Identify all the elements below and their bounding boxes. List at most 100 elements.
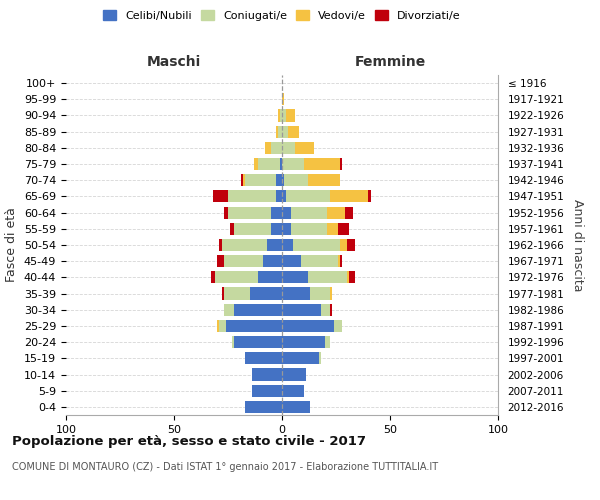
Bar [271,142,282,154]
Bar [252,384,282,397]
Bar [308,272,347,283]
Bar [282,174,284,186]
Bar [340,255,343,268]
Bar [340,158,343,170]
Bar [241,174,243,186]
Bar [252,368,282,380]
Bar [282,158,304,170]
Bar [228,206,271,218]
Bar [220,320,226,332]
Bar [267,239,282,251]
Bar [224,255,263,268]
Bar [368,190,371,202]
Bar [265,142,271,154]
Bar [282,255,301,268]
Bar [325,336,329,348]
Bar [235,336,282,348]
Bar [263,255,282,268]
Bar [295,142,314,154]
Bar [280,158,282,170]
Bar [282,206,290,218]
Text: Maschi: Maschi [147,54,201,68]
Bar [304,158,340,170]
Bar [282,142,295,154]
Bar [280,110,282,122]
Bar [258,158,280,170]
Bar [217,320,220,332]
Bar [282,336,325,348]
Bar [284,174,308,186]
Bar [224,206,228,218]
Y-axis label: Fasce di età: Fasce di età [5,208,19,282]
Bar [282,384,304,397]
Bar [289,126,299,138]
Bar [282,368,306,380]
Bar [347,239,355,251]
Bar [275,126,278,138]
Bar [321,304,329,316]
Bar [344,206,353,218]
Bar [221,288,224,300]
Bar [334,320,343,332]
Bar [286,110,295,122]
Bar [349,272,355,283]
Bar [282,401,310,413]
Bar [340,239,347,251]
Bar [278,110,280,122]
Bar [328,206,344,218]
Bar [282,352,319,364]
Bar [228,190,275,202]
Bar [245,352,282,364]
Bar [290,206,328,218]
Bar [282,222,290,235]
Bar [308,174,340,186]
Bar [282,288,310,300]
Bar [282,126,289,138]
Bar [235,304,282,316]
Bar [243,174,245,186]
Bar [217,255,224,268]
Bar [220,239,221,251]
Text: COMUNE DI MONTAURO (CZ) - Dati ISTAT 1° gennaio 2017 - Elaborazione TUTTITALIA.I: COMUNE DI MONTAURO (CZ) - Dati ISTAT 1° … [12,462,438,472]
Bar [329,304,332,316]
Bar [329,190,368,202]
Y-axis label: Anni di nascita: Anni di nascita [571,198,584,291]
Bar [282,304,321,316]
Text: Femmine: Femmine [355,54,425,68]
Bar [293,239,340,251]
Bar [271,206,282,218]
Bar [275,174,282,186]
Bar [282,190,286,202]
Bar [254,158,258,170]
Bar [286,190,329,202]
Bar [235,222,271,235]
Bar [250,288,282,300]
Bar [258,272,282,283]
Bar [290,222,328,235]
Bar [221,239,267,251]
Bar [224,288,250,300]
Bar [278,126,282,138]
Bar [213,190,228,202]
Bar [230,222,235,235]
Bar [215,272,258,283]
Bar [245,174,275,186]
Bar [211,272,215,283]
Bar [282,320,334,332]
Bar [275,190,282,202]
Bar [301,255,338,268]
Bar [328,222,338,235]
Bar [282,93,284,106]
Bar [282,272,308,283]
Bar [310,288,329,300]
Legend: Celibi/Nubili, Coniugati/e, Vedovi/e, Divorziati/e: Celibi/Nubili, Coniugati/e, Vedovi/e, Di… [99,6,465,25]
Bar [282,239,293,251]
Bar [329,288,332,300]
Bar [232,336,235,348]
Bar [226,320,282,332]
Bar [224,304,235,316]
Bar [319,352,321,364]
Bar [338,222,349,235]
Bar [338,255,340,268]
Bar [245,401,282,413]
